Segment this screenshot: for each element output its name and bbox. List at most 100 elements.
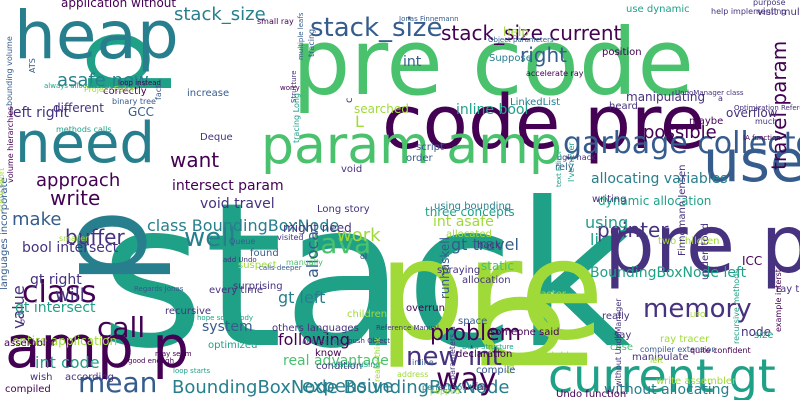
cloud-word: p	[46, 28, 174, 98]
cloud-word: UndoManager class	[675, 89, 744, 97]
cloud-word: LIFO	[690, 311, 706, 319]
cloud-word: wish	[30, 372, 53, 383]
cloud-word: memory	[643, 294, 752, 324]
cloud-word: alloca	[303, 231, 322, 278]
cloud-word: stack	[100, 160, 631, 393]
cloud-word: way	[436, 362, 497, 397]
cloud-word: allocated	[446, 229, 492, 240]
cloud-word: position	[602, 47, 642, 58]
cloud-word: two children	[658, 236, 720, 247]
cloud-word: manipulating	[626, 90, 705, 104]
cloud-word: int	[403, 54, 422, 70]
cloud-word: story short	[0, 168, 6, 211]
cloud-word: tracing	[307, 29, 316, 57]
cloud-word: optimized	[208, 340, 257, 351]
cloud-word: will	[55, 285, 85, 306]
cloud-word: Suppose	[489, 53, 532, 64]
cloud-word: assembler	[4, 338, 57, 349]
cloud-word: hope somebody	[197, 314, 253, 322]
cloud-word: following	[278, 330, 350, 349]
cloud-word: perfect solution	[422, 383, 485, 392]
cloud-word: overflow	[726, 106, 778, 120]
cloud-word: ray tracing	[776, 284, 800, 295]
cloud-word: volume hierarchies	[6, 107, 15, 183]
cloud-word: purpose	[753, 0, 786, 7]
cloud-word: param amp	[261, 116, 562, 176]
cloud-word: Jonas Finnemann	[398, 15, 459, 23]
cloud-word: travel param	[767, 41, 791, 170]
cloud-word: parameters a	[448, 326, 457, 380]
cloud-word: system	[202, 319, 253, 335]
cloud-word: correctly	[103, 86, 147, 97]
cloud-word: inline bool	[456, 102, 528, 118]
cloud-word: make	[12, 209, 61, 230]
cloud-word: suspect	[238, 260, 277, 271]
cloud-word: entire application	[12, 334, 117, 348]
cloud-word: compiled	[5, 384, 51, 395]
cloud-word: popped	[430, 387, 460, 396]
cloud-word: use dynamic	[626, 4, 690, 15]
cloud-word: according	[65, 372, 114, 383]
cloud-word: binary tree	[112, 97, 156, 106]
cloud-word: really think	[373, 337, 382, 382]
cloud-word: buffer	[65, 225, 125, 249]
cloud-word: recursive methods	[732, 270, 741, 344]
cloud-word: class	[22, 275, 96, 310]
cloud-word: ATS	[28, 58, 37, 73]
cloud-word: maybe	[689, 116, 723, 127]
cloud-word: a	[718, 94, 723, 103]
cloud-word: rely	[555, 162, 574, 173]
cloud-word: ol	[360, 252, 367, 261]
cloud-word: every time	[209, 285, 263, 296]
cloud-word: multiple leafs	[297, 12, 305, 60]
cloud-word: accessing	[302, 337, 341, 346]
cloud-word: need	[15, 111, 155, 176]
cloud-word: ray tracer	[660, 334, 710, 345]
cloud-word: example interst	[774, 269, 783, 332]
cloud-word: int code	[35, 353, 100, 372]
cloud-word: fail	[506, 359, 517, 374]
cloud-word: I've never	[567, 142, 576, 182]
cloud-word: three concepts	[425, 205, 515, 219]
cloud-word: add Undo	[223, 256, 257, 264]
cloud-word: say	[614, 330, 631, 341]
cloud-word: someone said	[490, 327, 559, 338]
cloud-word: may seem	[155, 350, 192, 358]
cloud-word: help implementing	[711, 7, 786, 16]
cloud-word: L	[355, 112, 364, 131]
cloud-word: worry	[280, 84, 300, 92]
cloud-word: stack_size	[310, 13, 442, 43]
cloud-word: expensive	[302, 376, 393, 397]
cloud-word: real advantage	[283, 353, 389, 369]
cloud-word: stack_size	[174, 4, 266, 25]
cloud-word: int asafe	[433, 214, 494, 230]
cloud-word: increase	[187, 88, 229, 99]
cloud-word: methods calls	[56, 125, 112, 134]
cloud-word: void travel	[200, 196, 275, 212]
cloud-word: really	[602, 311, 630, 322]
cloud-word: hack	[477, 240, 501, 251]
cloud-word: address	[397, 370, 428, 379]
cloud-word: Undo function	[556, 389, 626, 400]
cloud-word: value	[9, 285, 28, 329]
cloud-word: heard	[609, 101, 638, 112]
cloud-word: GCC	[128, 105, 154, 119]
cloud-word: asafe new	[57, 70, 149, 91]
cloud-word: manually	[286, 258, 323, 267]
cloud-word: write assembler	[656, 376, 737, 387]
cloud-word: help	[503, 25, 529, 39]
cloud-word: stack_size current	[441, 21, 622, 45]
cloud-word: quite confident	[690, 346, 751, 355]
cloud-word: left	[650, 356, 663, 365]
cloud-word: using	[585, 213, 628, 232]
cloud-word: ICC	[742, 254, 762, 268]
cloud-word: allocation	[462, 275, 511, 286]
cloud-word: call	[97, 311, 145, 344]
cloud-word: c	[344, 98, 355, 104]
cloud-word: loop instead	[118, 79, 161, 87]
cloud-word: gt travel	[451, 235, 519, 254]
cloud-word: accelerate ray	[526, 69, 584, 78]
